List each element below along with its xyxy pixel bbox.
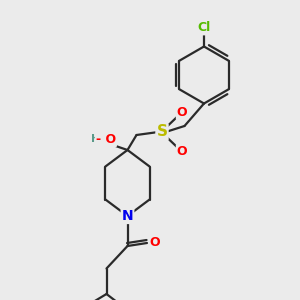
Text: - O: - O: [96, 133, 116, 146]
Text: S: S: [157, 124, 167, 140]
Text: Cl: Cl: [197, 21, 211, 34]
Text: N: N: [122, 209, 133, 223]
Text: O: O: [149, 236, 160, 250]
Text: O: O: [177, 145, 188, 158]
Text: H: H: [92, 134, 100, 145]
Text: O: O: [177, 106, 188, 119]
